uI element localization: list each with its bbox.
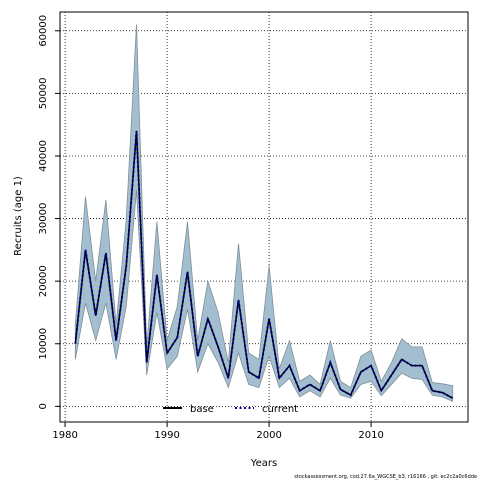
legend: base current	[163, 404, 298, 415]
x-tick-label: 1980	[52, 430, 77, 441]
y-tick-label: 0	[38, 403, 49, 409]
axes: 1980 1990 2000 2010 0 10000 20000 30000 40000 500…	[38, 15, 384, 441]
x-tick-label: 2000	[256, 430, 281, 441]
y-tick-label: 60000	[38, 15, 49, 47]
y-tick-label: 30000	[38, 203, 49, 235]
x-axis-title: Years	[250, 458, 277, 469]
legend-label-current: current	[262, 404, 298, 415]
footnote: stockassessment.org, cod.27.6a_WGCSE_b3,…	[294, 474, 477, 480]
y-tick-label: 50000	[38, 77, 49, 109]
y-tick-label: 10000	[38, 328, 49, 360]
y-tick-label: 40000	[38, 140, 49, 172]
x-tick-label: 2010	[358, 430, 383, 441]
x-tick-label: 1990	[154, 430, 179, 441]
series-line-base	[74, 130, 454, 399]
legend-label-base: base	[190, 404, 214, 415]
y-tick-label: 20000	[38, 265, 49, 297]
series-lines	[74, 130, 454, 400]
y-axis-title: Recruits (age 1)	[13, 176, 24, 256]
confidence-band	[74, 24, 454, 402]
plot-frame	[59, 11, 469, 423]
